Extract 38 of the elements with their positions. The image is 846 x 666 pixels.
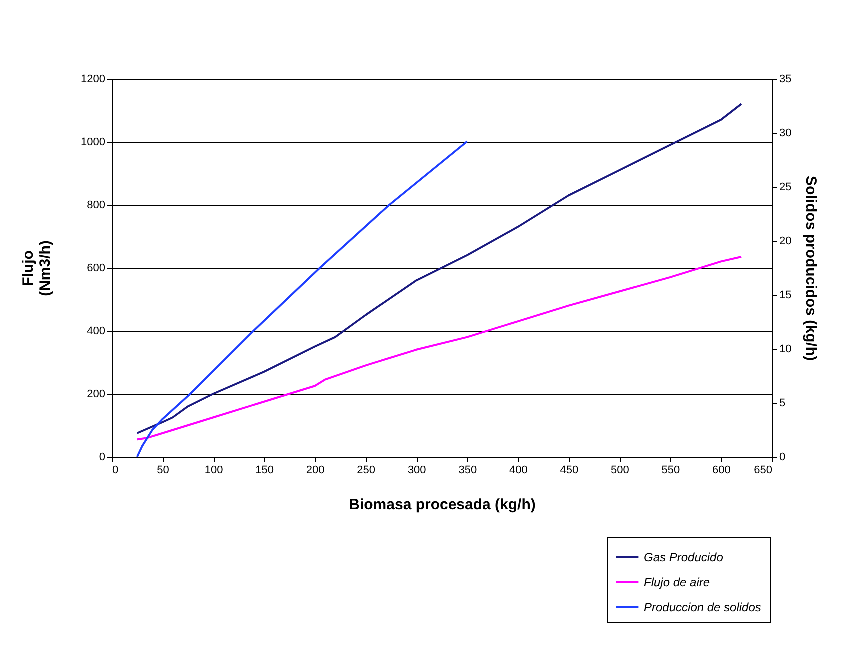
x-tick-label: 500: [611, 464, 630, 476]
legend-label: Flujo de aire: [644, 576, 710, 590]
y2-tick-label: 5: [780, 398, 786, 410]
y2-axis-title: Solidos producidos (kg/h): [802, 176, 820, 361]
y2-tick-label: 20: [780, 236, 792, 248]
x-tick-label: 400: [509, 464, 528, 476]
legend-label: Gas Producido: [644, 550, 724, 564]
x-tick-label: 450: [560, 464, 579, 476]
x-tick-label: 600: [712, 464, 731, 476]
line-series: [136, 256, 743, 441]
y-tick-label: 200: [87, 388, 106, 400]
y-tick-label: 0: [99, 452, 106, 464]
line-series: [136, 140, 468, 458]
line-series: [136, 103, 743, 434]
x-tick-label: 350: [458, 464, 478, 476]
x-tick-label: 300: [408, 464, 426, 476]
x-tick-label: 50: [157, 464, 170, 476]
y-tick-label: 1000: [81, 136, 106, 148]
x-tick-label: 100: [204, 464, 224, 476]
y2-tick-label: 25: [780, 182, 792, 194]
legend-label: Produccion de solidos: [644, 600, 762, 614]
y2-tick-label: 0: [780, 452, 786, 464]
x-axis-title: Biomasa procesada (kg/h): [349, 496, 536, 514]
x-tick-label: 150: [256, 464, 274, 476]
y2-tick-label: 10: [780, 344, 792, 356]
y-tick-label: 400: [87, 326, 106, 338]
y-axis-title: Flujo (Nm3/h): [20, 240, 54, 296]
x-tick-label: 200: [306, 464, 325, 476]
y2-tick-label: 35: [780, 74, 792, 86]
x-tick-label: 0: [112, 464, 119, 476]
y2-tick-label: 30: [780, 128, 792, 140]
x-tick-label: 550: [662, 464, 680, 476]
y2-tick-label: 15: [780, 290, 792, 302]
x-tick-label: 650: [754, 464, 772, 476]
y-tick-label: 1200: [81, 74, 106, 86]
y-tick-label: 600: [87, 262, 106, 274]
y-tick-label: 800: [87, 200, 106, 212]
x-tick-label: 250: [357, 464, 376, 476]
